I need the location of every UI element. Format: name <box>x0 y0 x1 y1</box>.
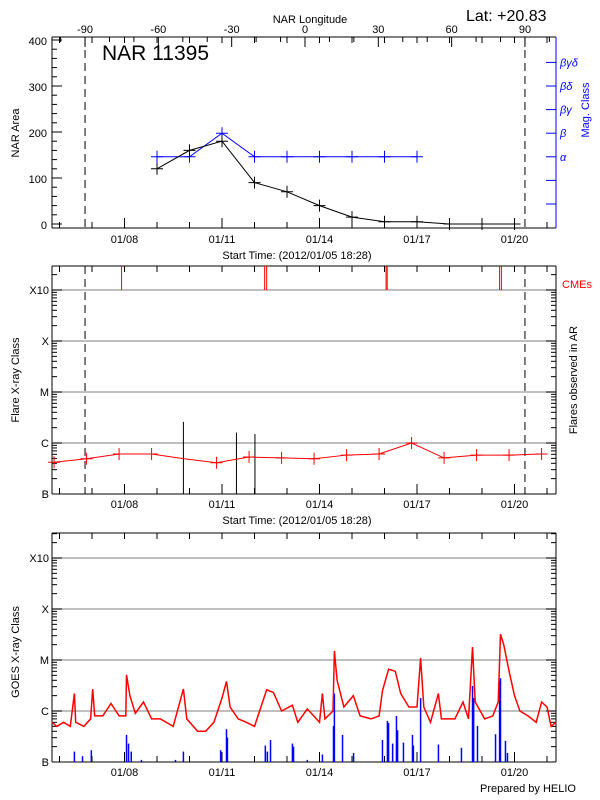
x-tick-label: 01/17 <box>403 499 431 511</box>
y-tick-label: 200 <box>29 128 47 140</box>
data-point-marker <box>243 451 256 464</box>
data-point-marker <box>345 211 358 224</box>
data-point-marker <box>113 447 126 460</box>
data-point-marker <box>438 451 451 464</box>
top-axis-tick-label: 60 <box>446 24 458 36</box>
nar-area-line <box>156 140 515 225</box>
data-point-marker <box>145 447 158 460</box>
x-tick-label: 01/08 <box>111 234 139 246</box>
y-tick-label: B <box>42 757 49 769</box>
flare-background-line <box>54 442 542 464</box>
data-point-marker <box>150 150 163 163</box>
data-point-marker <box>183 144 196 157</box>
mag-class-label: βγδ <box>559 57 579 69</box>
top-axis-title: NAR Longitude <box>273 14 348 26</box>
data-point-marker <box>210 456 223 469</box>
y-tick-label: X <box>42 604 50 616</box>
x-axis-title: Start Time: (2012/01/05 18:28) <box>222 515 371 527</box>
data-point-marker <box>340 449 353 462</box>
y-tick-label: 0 <box>41 220 47 232</box>
x-axis-title: Start Time: (2012/01/05 18:28) <box>222 250 371 262</box>
data-point-marker <box>248 150 261 163</box>
y-tick-label: C <box>41 706 49 718</box>
data-point-marker <box>378 215 391 228</box>
x-tick-label: 01/20 <box>501 234 529 246</box>
data-point-marker <box>275 451 288 464</box>
y2-axis-title: Flares observed in AR <box>568 326 580 434</box>
x-tick-label: 01/20 <box>501 499 529 511</box>
y-axis-title: NAR Area <box>10 108 22 158</box>
x-tick-label: 01/11 <box>209 499 236 511</box>
footer-credit: Prepared by HELIO <box>480 783 576 795</box>
data-point-marker <box>345 150 358 163</box>
y-tick-label: X10 <box>29 553 49 565</box>
data-point-marker <box>410 215 423 228</box>
data-point-marker <box>503 449 516 462</box>
y-tick-label: 100 <box>29 174 47 186</box>
x-tick-label: 01/14 <box>306 499 334 511</box>
y-axis-title: GOES X-ray Class <box>10 606 22 698</box>
data-point-marker <box>48 456 61 469</box>
data-point-marker <box>80 452 93 465</box>
x-tick-label: 01/17 <box>403 767 431 779</box>
x-tick-label: 01/08 <box>111 767 139 779</box>
data-point-marker <box>215 135 228 148</box>
data-point-marker <box>410 150 423 163</box>
x-tick-label: 01/08 <box>111 499 139 511</box>
cme-label: CMEs <box>562 279 592 291</box>
mag-class-label: βδ <box>559 81 573 93</box>
data-point-marker <box>508 218 521 230</box>
data-point-marker <box>378 150 391 163</box>
x-tick-label: 01/17 <box>403 234 431 246</box>
y-tick-label: X <box>42 336 50 348</box>
y-axis-title: Flare X-ray Class <box>10 337 22 422</box>
flare-class-panel: B C M X X10 01/08 01/11 01/14 01/17 01/20 Start Ti… <box>10 265 592 527</box>
data-point-marker <box>313 150 326 163</box>
chart-title: NAR 11395 <box>102 42 209 65</box>
x-tick-label: 01/14 <box>306 767 334 779</box>
top-axis-tick-label: 30 <box>372 24 384 36</box>
top-axis-tick-label: -60 <box>150 24 166 36</box>
data-point-marker <box>313 199 326 212</box>
data-point-marker <box>373 447 386 460</box>
data-point-marker <box>405 437 418 449</box>
mag-class-label: βγ <box>559 105 573 117</box>
x-tick-label: 01/11 <box>209 234 236 246</box>
top-axis-tick-label: -90 <box>77 24 93 36</box>
data-point-marker <box>470 449 483 462</box>
mag-class-label: α <box>560 152 567 164</box>
y-tick-label: 300 <box>29 82 47 94</box>
y2-axis-title: Mag. Class <box>580 82 592 138</box>
top-axis-tick-label: 90 <box>519 24 531 36</box>
lat-label: Lat: +20.83 <box>466 8 547 25</box>
data-point-marker <box>308 452 321 465</box>
goes-long-channel-line <box>51 633 557 733</box>
y-tick-label: 400 <box>29 36 47 48</box>
data-point-marker <box>475 218 488 230</box>
y-tick-label: X10 <box>29 285 49 297</box>
data-point-marker <box>280 150 293 163</box>
data-point-marker <box>535 447 548 460</box>
data-point-marker <box>443 218 456 230</box>
top-axis-tick-label: -30 <box>224 24 240 36</box>
data-point-marker <box>280 185 293 198</box>
data-point-marker <box>150 162 163 175</box>
x-tick-label: 01/11 <box>209 767 236 779</box>
x-tick-label: 01/20 <box>501 767 529 779</box>
goes-xray-panel: B C M X X10 01/08 01/11 01/14 01/17 01/20 GOES X-r… <box>10 532 557 779</box>
y-tick-label: C <box>41 438 49 450</box>
x-tick-label: 01/14 <box>306 234 334 246</box>
y-tick-label: M <box>40 387 49 399</box>
top-axis-tick-label: 0 <box>302 24 308 36</box>
data-point-marker <box>248 176 261 189</box>
y-tick-label: B <box>42 489 49 501</box>
y-tick-label: M <box>40 655 49 667</box>
mag-class-label: β <box>559 128 567 140</box>
